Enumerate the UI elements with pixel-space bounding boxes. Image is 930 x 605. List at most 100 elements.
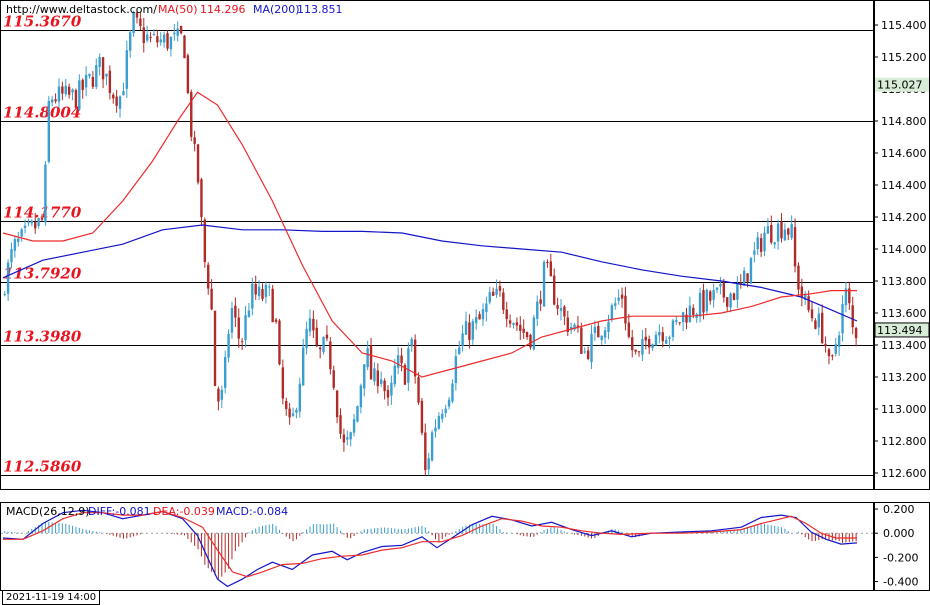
candle	[312, 310, 315, 338]
level-label-0: 115.3670	[3, 13, 82, 31]
candle	[444, 404, 447, 418]
ma50-value: 114.296	[200, 3, 246, 16]
candle-body	[135, 12, 139, 18]
candle	[617, 289, 620, 305]
candle-body	[586, 350, 590, 359]
candle	[166, 30, 169, 51]
candle	[651, 343, 654, 351]
candle	[156, 29, 159, 48]
candle	[20, 228, 23, 242]
candle	[641, 329, 644, 361]
candle	[780, 213, 783, 243]
candle-body	[115, 96, 118, 106]
candle-body	[468, 322, 471, 340]
candle-body	[458, 347, 461, 354]
candle-body	[529, 334, 532, 348]
candle	[169, 36, 173, 57]
candle-body	[227, 333, 230, 358]
candle	[817, 307, 820, 336]
candle	[854, 326, 858, 347]
candle	[627, 313, 631, 339]
candle	[295, 407, 298, 419]
candle-body	[495, 288, 498, 295]
candle	[831, 354, 834, 361]
candle-body	[624, 295, 627, 324]
candle-body	[298, 383, 302, 412]
candle-body	[766, 226, 770, 234]
candle-body	[274, 319, 278, 322]
candle-body	[532, 317, 536, 350]
candle-body	[13, 239, 17, 251]
support-resistance-levels: 115.3670 114.8004 114.1770 113.7920 113.3980…	[1, 13, 873, 476]
candle-body	[271, 288, 274, 323]
candle-body	[593, 327, 597, 333]
candle	[223, 350, 227, 394]
candle	[539, 290, 542, 312]
candle	[719, 276, 722, 295]
candle	[335, 389, 339, 424]
candle-body	[176, 28, 179, 36]
candle	[736, 276, 739, 308]
candle	[804, 291, 807, 305]
candle	[644, 327, 647, 350]
candle-body	[105, 73, 108, 77]
candle	[759, 233, 763, 257]
candle-body	[573, 324, 576, 330]
candle-body	[441, 413, 444, 419]
price-tick-label-4: 114.600	[881, 147, 927, 160]
candle	[173, 23, 176, 41]
candle-body	[132, 12, 135, 33]
candle-body	[213, 310, 217, 387]
candle-body	[251, 283, 254, 309]
candle-body	[278, 320, 281, 365]
candle-body	[346, 437, 349, 440]
candle-body	[675, 320, 678, 322]
candle	[556, 297, 559, 316]
candle	[122, 82, 125, 96]
macd-plot-frame	[0, 502, 874, 591]
candle-body	[312, 318, 315, 331]
candle-body	[386, 389, 390, 398]
candle-body	[139, 18, 142, 27]
candle-body	[342, 434, 346, 443]
candle	[709, 289, 712, 305]
candle	[624, 286, 627, 331]
candle	[654, 331, 658, 346]
candle-body	[57, 86, 61, 102]
candle	[200, 177, 203, 227]
level-label-5: 112.5860	[3, 458, 82, 476]
candle-body	[308, 318, 312, 332]
candle-body	[285, 400, 288, 409]
candle	[91, 71, 95, 90]
candle-body	[220, 389, 223, 400]
candle	[125, 40, 129, 98]
price-marker-box-0	[875, 77, 929, 92]
candle-body	[40, 217, 44, 220]
candle	[814, 318, 817, 330]
candle-body	[295, 409, 298, 413]
level-label-3: 113.7920	[3, 265, 82, 283]
candle	[658, 324, 661, 344]
candle-body	[763, 232, 766, 252]
candle	[396, 347, 400, 375]
candle	[108, 65, 112, 100]
candle	[47, 96, 50, 164]
candles	[3, 9, 858, 476]
candle	[88, 73, 91, 79]
candle-body	[451, 383, 454, 402]
candle	[112, 92, 115, 104]
candle-body	[339, 415, 342, 434]
candle-body	[620, 294, 624, 299]
price-tick-label-13: 112.800	[881, 435, 927, 448]
candle	[705, 288, 709, 315]
candle-body	[759, 238, 763, 252]
candle	[240, 337, 244, 350]
candle-body	[352, 419, 356, 433]
candle	[23, 219, 27, 234]
candle-body	[162, 34, 166, 43]
candle	[481, 303, 485, 326]
candle-body	[390, 382, 393, 396]
candle-body	[793, 227, 797, 267]
candle	[196, 143, 200, 185]
candle-body	[84, 74, 88, 88]
